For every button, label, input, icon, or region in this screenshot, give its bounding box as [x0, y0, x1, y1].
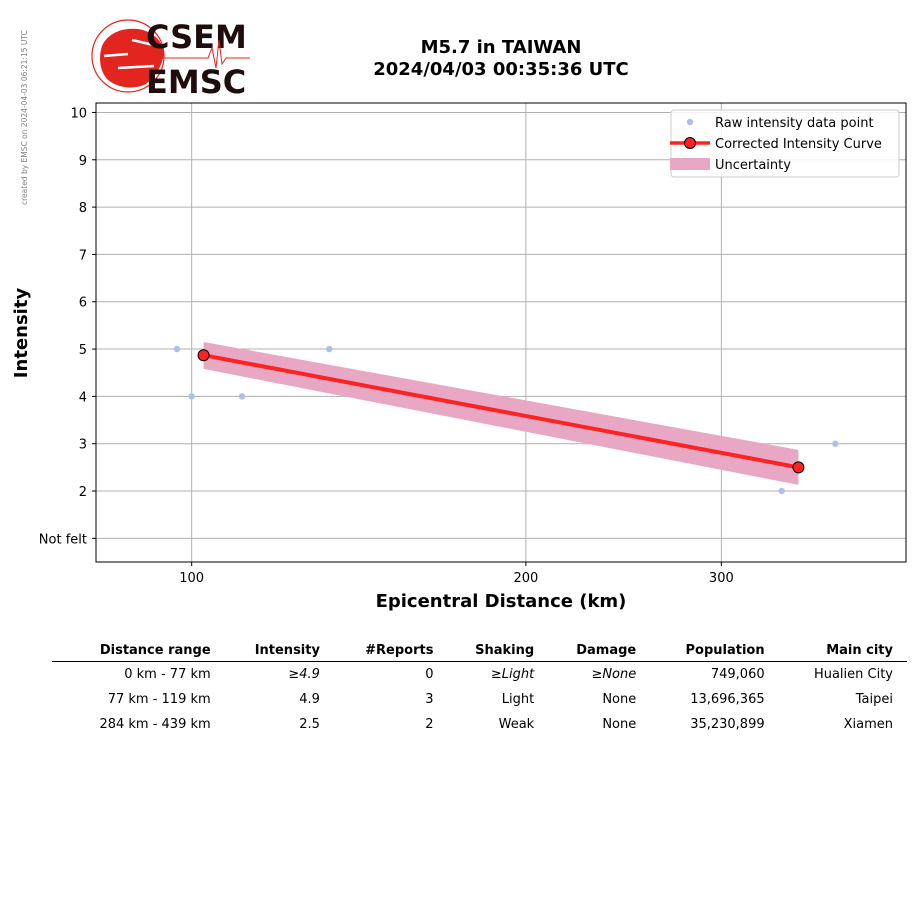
legend-curve-label: Corrected Intensity Curve [715, 137, 882, 152]
y-tick-label-9: 9 [79, 154, 87, 169]
x-tick-label-200: 200 [513, 571, 538, 586]
corrected-curve-marker-0 [197, 349, 210, 362]
corrected-curve-marker-1 [792, 461, 805, 474]
table-cell-population: 749,060 [710, 667, 765, 682]
table-cell-shaking: ≥Light [490, 667, 535, 682]
legend: Raw intensity data point Corrected Inten… [670, 109, 900, 178]
logo-text-emsc: EMSC [146, 63, 246, 98]
logo-globe-ring [91, 19, 165, 93]
y-tick-label-2: 2 [79, 485, 87, 500]
intensity-table: Distance range Intensity #Reports Shaking Da… [52, 641, 907, 737]
logo-text-csem: CSEM [146, 18, 247, 56]
table-header-row: Distance range Intensity #Reports Shaking Da… [52, 641, 907, 662]
y-tick-label-1: Not felt [39, 532, 87, 547]
y-tick-label-10: 10 [70, 106, 87, 121]
y-tick-label-5: 5 [79, 343, 87, 358]
table-header-cell: #Reports [365, 643, 434, 658]
y-tick-label-7: 7 [79, 248, 87, 263]
table-row: 77 km - 119 km 4.9 3 Light None 13,696,365 Tai… [52, 687, 907, 712]
table-cell-distance: 77 km - 119 km [107, 692, 211, 707]
intensity-chart: 100 200 300 Not felt 2 3 4 5 6 7 8 9 10 Epicentral … [11, 102, 907, 612]
table-cell-population: 35,230,899 [690, 717, 765, 732]
table-header-cell: Population [685, 643, 765, 658]
table-header-cell: Intensity [254, 643, 320, 658]
table-cell-population: 13,696,365 [690, 692, 765, 707]
table-cell-distance: 284 km - 439 km [99, 717, 211, 732]
table-cell-shaking: Weak [498, 717, 535, 732]
table-row: 0 km - 77 km ≥4.9 0 ≥Light ≥None 749,060 Huali… [52, 662, 907, 688]
title-line-2: 2024/04/03 00:35:36 UTC [373, 59, 629, 80]
raw-point-5 [832, 440, 839, 447]
y-axis-ticks: Not felt 2 3 4 5 6 7 8 9 10 [39, 106, 96, 547]
y-tick-label-3: 3 [79, 438, 87, 453]
raw-point-3 [325, 345, 333, 353]
table-cell-reports: 3 [425, 692, 434, 707]
y-axis-label: Intensity [11, 288, 32, 379]
legend-band-swatch [670, 158, 710, 170]
table-cell-damage: None [602, 717, 637, 732]
uncertainty-band-area [203, 341, 799, 485]
table-body: 0 km - 77 km ≥4.9 0 ≥Light ≥None 749,060 Huali… [52, 662, 907, 738]
raw-point-0 [173, 345, 181, 353]
raw-points [173, 345, 839, 495]
table-cell-intensity: 2.5 [299, 717, 320, 732]
x-axis-ticks: 100 200 300 [179, 562, 734, 586]
table-header-cell: Damage [576, 643, 637, 658]
table-cell-damage: None [602, 692, 637, 707]
y-tick-label-6: 6 [79, 296, 87, 311]
table-cell-intensity: ≥4.9 [288, 667, 320, 682]
x-tick-label-300: 300 [709, 571, 734, 586]
table-cell-damage: ≥None [591, 667, 637, 682]
x-tick-label-100: 100 [179, 571, 204, 586]
raw-point-4 [778, 487, 785, 495]
table-header-cell: Distance range [99, 643, 211, 658]
table-cell-reports: 0 [425, 667, 434, 682]
table-cell-city: Taipei [855, 692, 893, 707]
chart-title: M5.7 in TAIWAN 2024/04/03 00:35:36 UTC [300, 37, 702, 81]
legend-raw-label: Raw intensity data point [715, 116, 874, 131]
raw-point-1 [188, 393, 195, 400]
table-header-cell: Shaking [475, 643, 535, 658]
table-cell-city: Hualien City [813, 667, 893, 682]
table-cell-intensity: 4.9 [299, 692, 320, 707]
table-cell-reports: 2 [425, 717, 434, 732]
title-line-1: M5.7 in TAIWAN [420, 37, 582, 58]
x-axis-label: Epicentral Distance (km) [376, 591, 627, 612]
table-cell-distance: 0 km - 77 km [124, 667, 211, 682]
y-tick-label-4: 4 [79, 390, 87, 405]
logo-seismogram-line [160, 39, 250, 69]
raw-point-2 [238, 393, 246, 400]
legend-curve-marker [684, 137, 696, 149]
table-cell-shaking: Light [501, 692, 535, 707]
emsc-logo: CSEM EMSC [91, 18, 250, 98]
legend-raw-marker [686, 118, 694, 126]
plot-frame [95, 102, 907, 563]
logo-map-gaps [103, 38, 159, 70]
table-header-cell: Main city [826, 643, 893, 658]
corrected-curve-line [203, 353, 799, 470]
table-cell-city: Xiamen [843, 717, 893, 732]
corrected-curve [197, 349, 805, 474]
y-tick-label-8: 8 [79, 201, 87, 216]
legend-band-label: Uncertainty [715, 158, 791, 173]
uncertainty-band [203, 341, 799, 485]
table-row: 284 km - 439 km 2.5 2 Weak None 35,230,899 Xia… [52, 712, 907, 737]
